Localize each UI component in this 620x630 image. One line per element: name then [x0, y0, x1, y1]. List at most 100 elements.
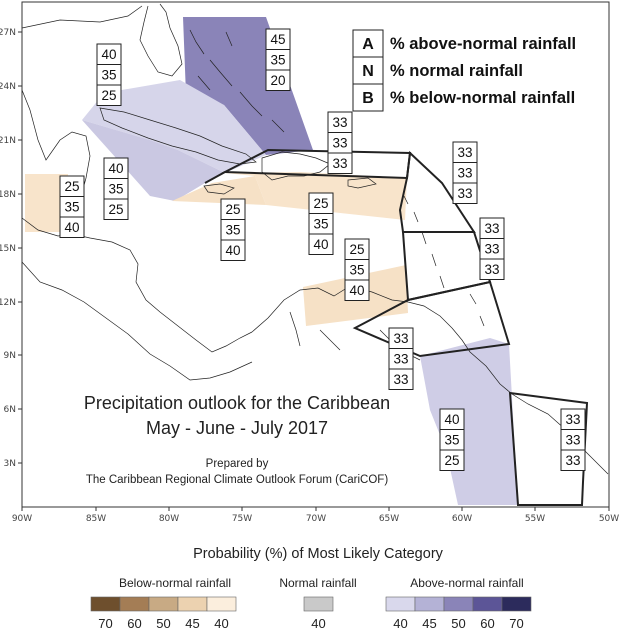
probability-value: 33 [393, 352, 408, 367]
lon-tick-label: 75W [232, 514, 252, 524]
probability-value: 40 [313, 237, 328, 252]
probability-value: 25 [225, 202, 240, 217]
probability-cell [439, 449, 465, 471]
probability-box-jamaica: 25 35 40 [220, 198, 246, 261]
legend-below-label: Below-normal rainfall [119, 576, 231, 590]
probability-box-leewards: 33 33 33 [452, 141, 478, 204]
probability-value: 35 [313, 217, 328, 232]
legend-below-value: 40 [214, 616, 228, 630]
probability-value: 25 [101, 88, 116, 103]
lon-tick-label: 80W [159, 514, 179, 524]
lat-tick-label: 21N [0, 136, 16, 146]
probability-box-belize-yucatan: 25 35 40 [59, 175, 85, 238]
legend-above-swatch [501, 596, 532, 612]
legend-normal-value: 40 [311, 616, 325, 630]
legend-below-swatch [148, 596, 179, 612]
legend-title: Probability (%) of Most Likely Category [193, 546, 444, 562]
hispaniola-coast [261, 151, 331, 181]
gulf-coast [21, 5, 143, 29]
probability-box-guyana: 40 35 25 [439, 408, 465, 471]
probability-cell [59, 216, 85, 238]
probability-value: 25 [64, 179, 79, 194]
probability-box-cuba-north: 40 35 25 [96, 43, 122, 106]
key-letter: A [362, 36, 374, 53]
probability-value: 33 [332, 156, 347, 171]
probability-value: 33 [484, 242, 499, 257]
probability-box-windwards: 33 33 33 [479, 217, 505, 280]
probability-value: 40 [101, 47, 116, 62]
probability-value: 35 [444, 433, 459, 448]
probability-box-bahamas: 45 35 20 [265, 28, 291, 91]
probability-cell [220, 239, 246, 261]
jamaica-coast [203, 183, 235, 195]
legend-above-value: 70 [509, 616, 523, 630]
key-description: % above-normal rainfall [390, 35, 576, 53]
lat-tick-label: 27N [0, 28, 16, 38]
lon-tick-label: 90W [12, 514, 32, 524]
lat-tick-label: 24N [0, 82, 16, 92]
legend-below-value: 70 [98, 616, 112, 630]
lon-tick-label: 65W [379, 514, 399, 524]
category-key: A % above-normal rainfall N % normal rainfa… [352, 29, 576, 112]
probability-value: 33 [565, 433, 580, 448]
probability-cell [103, 198, 129, 220]
probability-value: 33 [565, 453, 580, 468]
prepared-line-2: The Caribbean Regional Climate Outlook F… [86, 474, 388, 486]
probability-value: 20 [270, 73, 285, 88]
lat-tick-label: 12N [0, 298, 16, 308]
lat-tick-label: 3N [4, 459, 16, 469]
probability-cell [96, 84, 122, 106]
lat-tick-label: 15N [0, 244, 16, 254]
probability-value: 40 [64, 220, 79, 235]
probability-value: 40 [108, 161, 123, 176]
probability-value: 33 [393, 331, 408, 346]
probability-value: 40 [225, 243, 240, 258]
probability-value: 33 [484, 262, 499, 277]
florida-coast [139, 3, 183, 77]
probability-box-hispaniola: 33 33 33 [327, 111, 353, 174]
probability-value: 35 [101, 68, 116, 83]
probability-value: 35 [225, 223, 240, 238]
probability-value: 45 [270, 32, 285, 47]
legend-normal-label: Normal rainfall [279, 576, 356, 590]
probability-value: 33 [484, 221, 499, 236]
legend-above-swatch [472, 596, 503, 612]
cuba-coast [99, 107, 257, 165]
probability-value: 33 [332, 115, 347, 130]
probability-value: 25 [444, 453, 459, 468]
legend-below-swatch [119, 596, 150, 612]
legend-below-value: 45 [185, 616, 199, 630]
key-letter: N [362, 63, 374, 80]
legend-below-value: 60 [127, 616, 141, 630]
probability-value: 33 [457, 166, 472, 181]
region-cuba-south [82, 120, 225, 201]
lon-tick-label: 50W [599, 514, 619, 524]
probability-shading [25, 17, 518, 505]
probability-box-abc-islands: 25 35 40 [344, 238, 370, 301]
legend-above-value: 40 [393, 616, 407, 630]
key-letter-box [352, 56, 384, 85]
legend-above-swatch [414, 596, 445, 612]
probability-boxes: 45 35 20 40 35 25 40 35 25 33 33 33 25 35 40 25 35 40 25 35… [59, 28, 586, 471]
probability-box-cuba-south: 40 35 25 [103, 157, 129, 220]
probability-cell [308, 233, 334, 255]
legend-above-swatch [443, 596, 474, 612]
probability-cell [452, 182, 478, 204]
outline-line-hispaniola-west [204, 171, 226, 184]
lat-tick-label: 6N [4, 405, 16, 415]
probability-box-puerto-rico-waters: 25 35 40 [308, 192, 334, 255]
probability-cell [265, 69, 291, 91]
probability-value: 25 [108, 202, 123, 217]
lesser-antilles [403, 195, 485, 327]
probability-value: 35 [64, 200, 79, 215]
probability-value: 33 [393, 372, 408, 387]
graticule-ticks: 90W 85W 80W 75W 70W 65W 60W 55W 50W 3N 6N 9N 12N 15N 1… [0, 28, 619, 524]
probability-value: 33 [457, 145, 472, 160]
puerto-rico-coast [347, 177, 377, 189]
legend-above-value: 50 [451, 616, 465, 630]
probability-cell [479, 258, 505, 280]
legend-above-label: Above-normal rainfall [410, 576, 523, 590]
region-cuba-north [82, 80, 266, 173]
probability-value: 35 [349, 263, 364, 278]
prepared-line-1: Prepared by [206, 458, 269, 470]
